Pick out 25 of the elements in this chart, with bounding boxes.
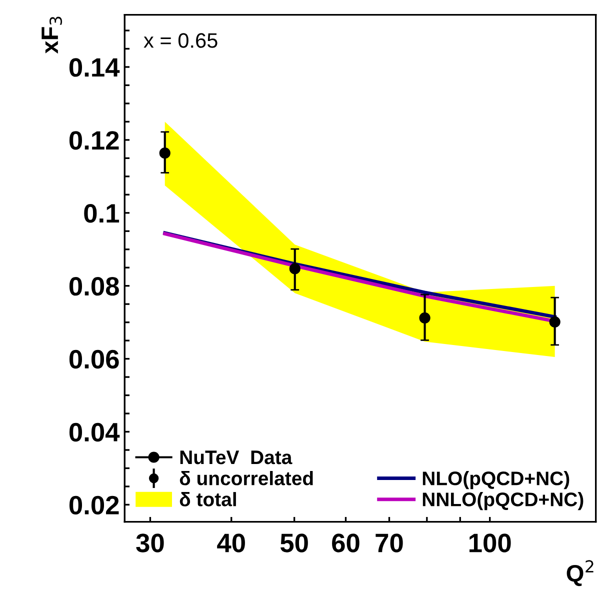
y-tick-label: 0.04 [69, 422, 120, 442]
x-tick-label: 100 [470, 534, 511, 552]
annotation: x = 0.65 [144, 33, 218, 48]
x-tick-label: 30 [136, 534, 164, 552]
annotation: δ uncorrelated [180, 471, 313, 486]
x-tick-label: 60 [332, 534, 360, 552]
y-tick-label: 0.02 [69, 496, 119, 515]
y-tick-label: 0.14 [69, 58, 120, 77]
y-tick-label: 0.12 [69, 131, 119, 150]
point [419, 312, 430, 324]
x-axis-title: Q$^{2}$ [566, 560, 594, 586]
x-tick-label: 40 [217, 534, 245, 552]
legend-label: NNLO(pQCD+NC) [422, 492, 584, 510]
x-tick-label: 50 [280, 534, 308, 552]
y-tick-label: 0.08 [69, 276, 119, 296]
legend-label: NuTeV Data [180, 450, 292, 464]
legend-label: NLO(pQCD+NC) [422, 471, 570, 490]
x-tick-label: 70 [376, 534, 403, 552]
y-tick-label: 0.06 [69, 350, 119, 369]
annotation: δ total [180, 492, 236, 506]
y-axis-title: xF$_{3}$ [42, 16, 62, 54]
y-tick-label: 0.1 [84, 204, 120, 223]
point [289, 263, 300, 274]
point [549, 316, 560, 328]
point [159, 148, 170, 159]
